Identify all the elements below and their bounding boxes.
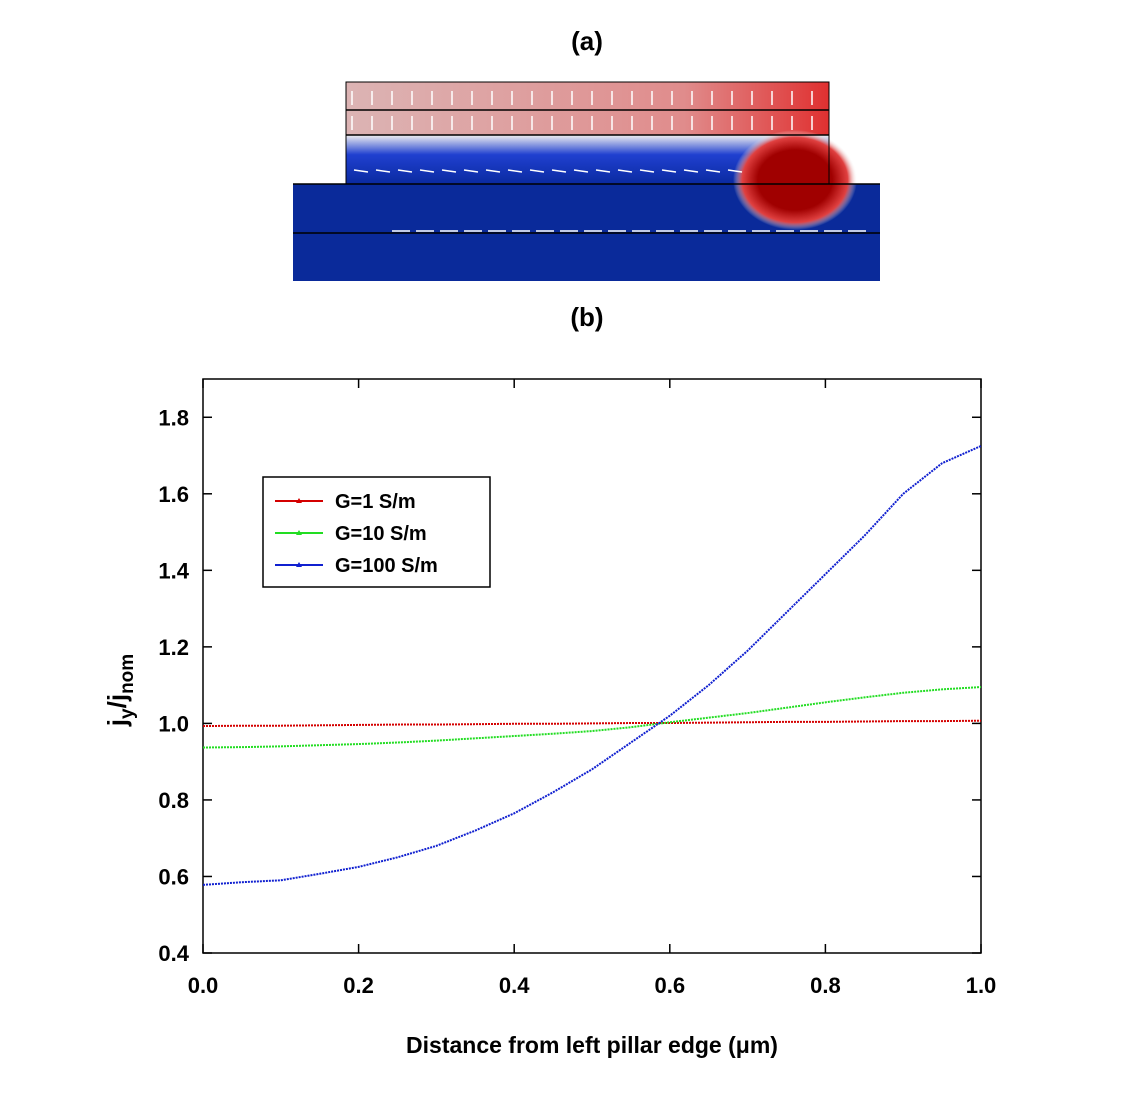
y-axis-label-part: /j	[102, 694, 132, 708]
arrow	[727, 169, 743, 173]
arrows	[351, 91, 866, 232]
arrow	[617, 169, 633, 173]
x-tick-label: 0.2	[343, 973, 374, 998]
layer-lines	[293, 81, 880, 234]
y-tick-label: 0.6	[158, 864, 189, 889]
plot-frame	[202, 378, 982, 954]
legend-marker	[296, 562, 302, 567]
legend-marker	[296, 498, 302, 503]
arrow	[529, 169, 545, 173]
series-line	[202, 445, 982, 886]
arrow	[397, 169, 413, 173]
arrow	[485, 169, 501, 173]
y-axis-label: jy/jnom	[102, 654, 138, 727]
arrow	[661, 169, 677, 173]
y-tick-label: 0.8	[158, 788, 189, 813]
series-line	[202, 686, 982, 749]
panel-label: (b)	[570, 302, 603, 332]
y-axis-label-part: j	[102, 719, 132, 727]
arrow	[595, 169, 611, 173]
y-axis-label-part: nom	[117, 654, 138, 694]
panel-label: (a)	[571, 26, 603, 56]
simulation-image	[293, 81, 880, 281]
legend-label: G=1 S/m	[335, 491, 416, 513]
y-tick-label: 1.2	[158, 635, 189, 660]
arrow	[419, 169, 435, 173]
x-axis-label: Distance from left pillar edge (μm)	[406, 1032, 778, 1058]
legend-label: G=100 S/m	[335, 555, 438, 577]
x-tick-label: 1.0	[966, 973, 997, 998]
arrow	[705, 169, 721, 173]
x-tick-label: 0.0	[188, 973, 219, 998]
legend-label: G=10 S/m	[335, 523, 427, 545]
arrow	[551, 169, 567, 173]
y-tick-label: 1.6	[158, 482, 189, 507]
y-axis-label-part: y	[117, 708, 138, 719]
y-tick-label: 1.0	[158, 711, 189, 736]
domain-wall	[733, 130, 857, 230]
y-tick-label: 1.8	[158, 405, 189, 430]
arrow	[375, 169, 391, 173]
x-tick-label: 0.4	[499, 973, 530, 998]
arrow	[507, 169, 523, 173]
y-tick-label: 0.4	[158, 941, 189, 966]
arrow	[441, 169, 457, 173]
x-tick-label: 0.6	[655, 973, 686, 998]
arrow	[683, 169, 699, 173]
arrow	[463, 169, 479, 173]
y-tick-label: 1.4	[158, 558, 189, 583]
legend-marker	[296, 530, 302, 535]
series-line	[202, 719, 982, 728]
arrow	[353, 169, 369, 173]
arrow	[573, 169, 589, 173]
x-tick-label: 0.8	[810, 973, 841, 998]
top-layer	[346, 82, 829, 135]
arrow	[639, 169, 655, 173]
